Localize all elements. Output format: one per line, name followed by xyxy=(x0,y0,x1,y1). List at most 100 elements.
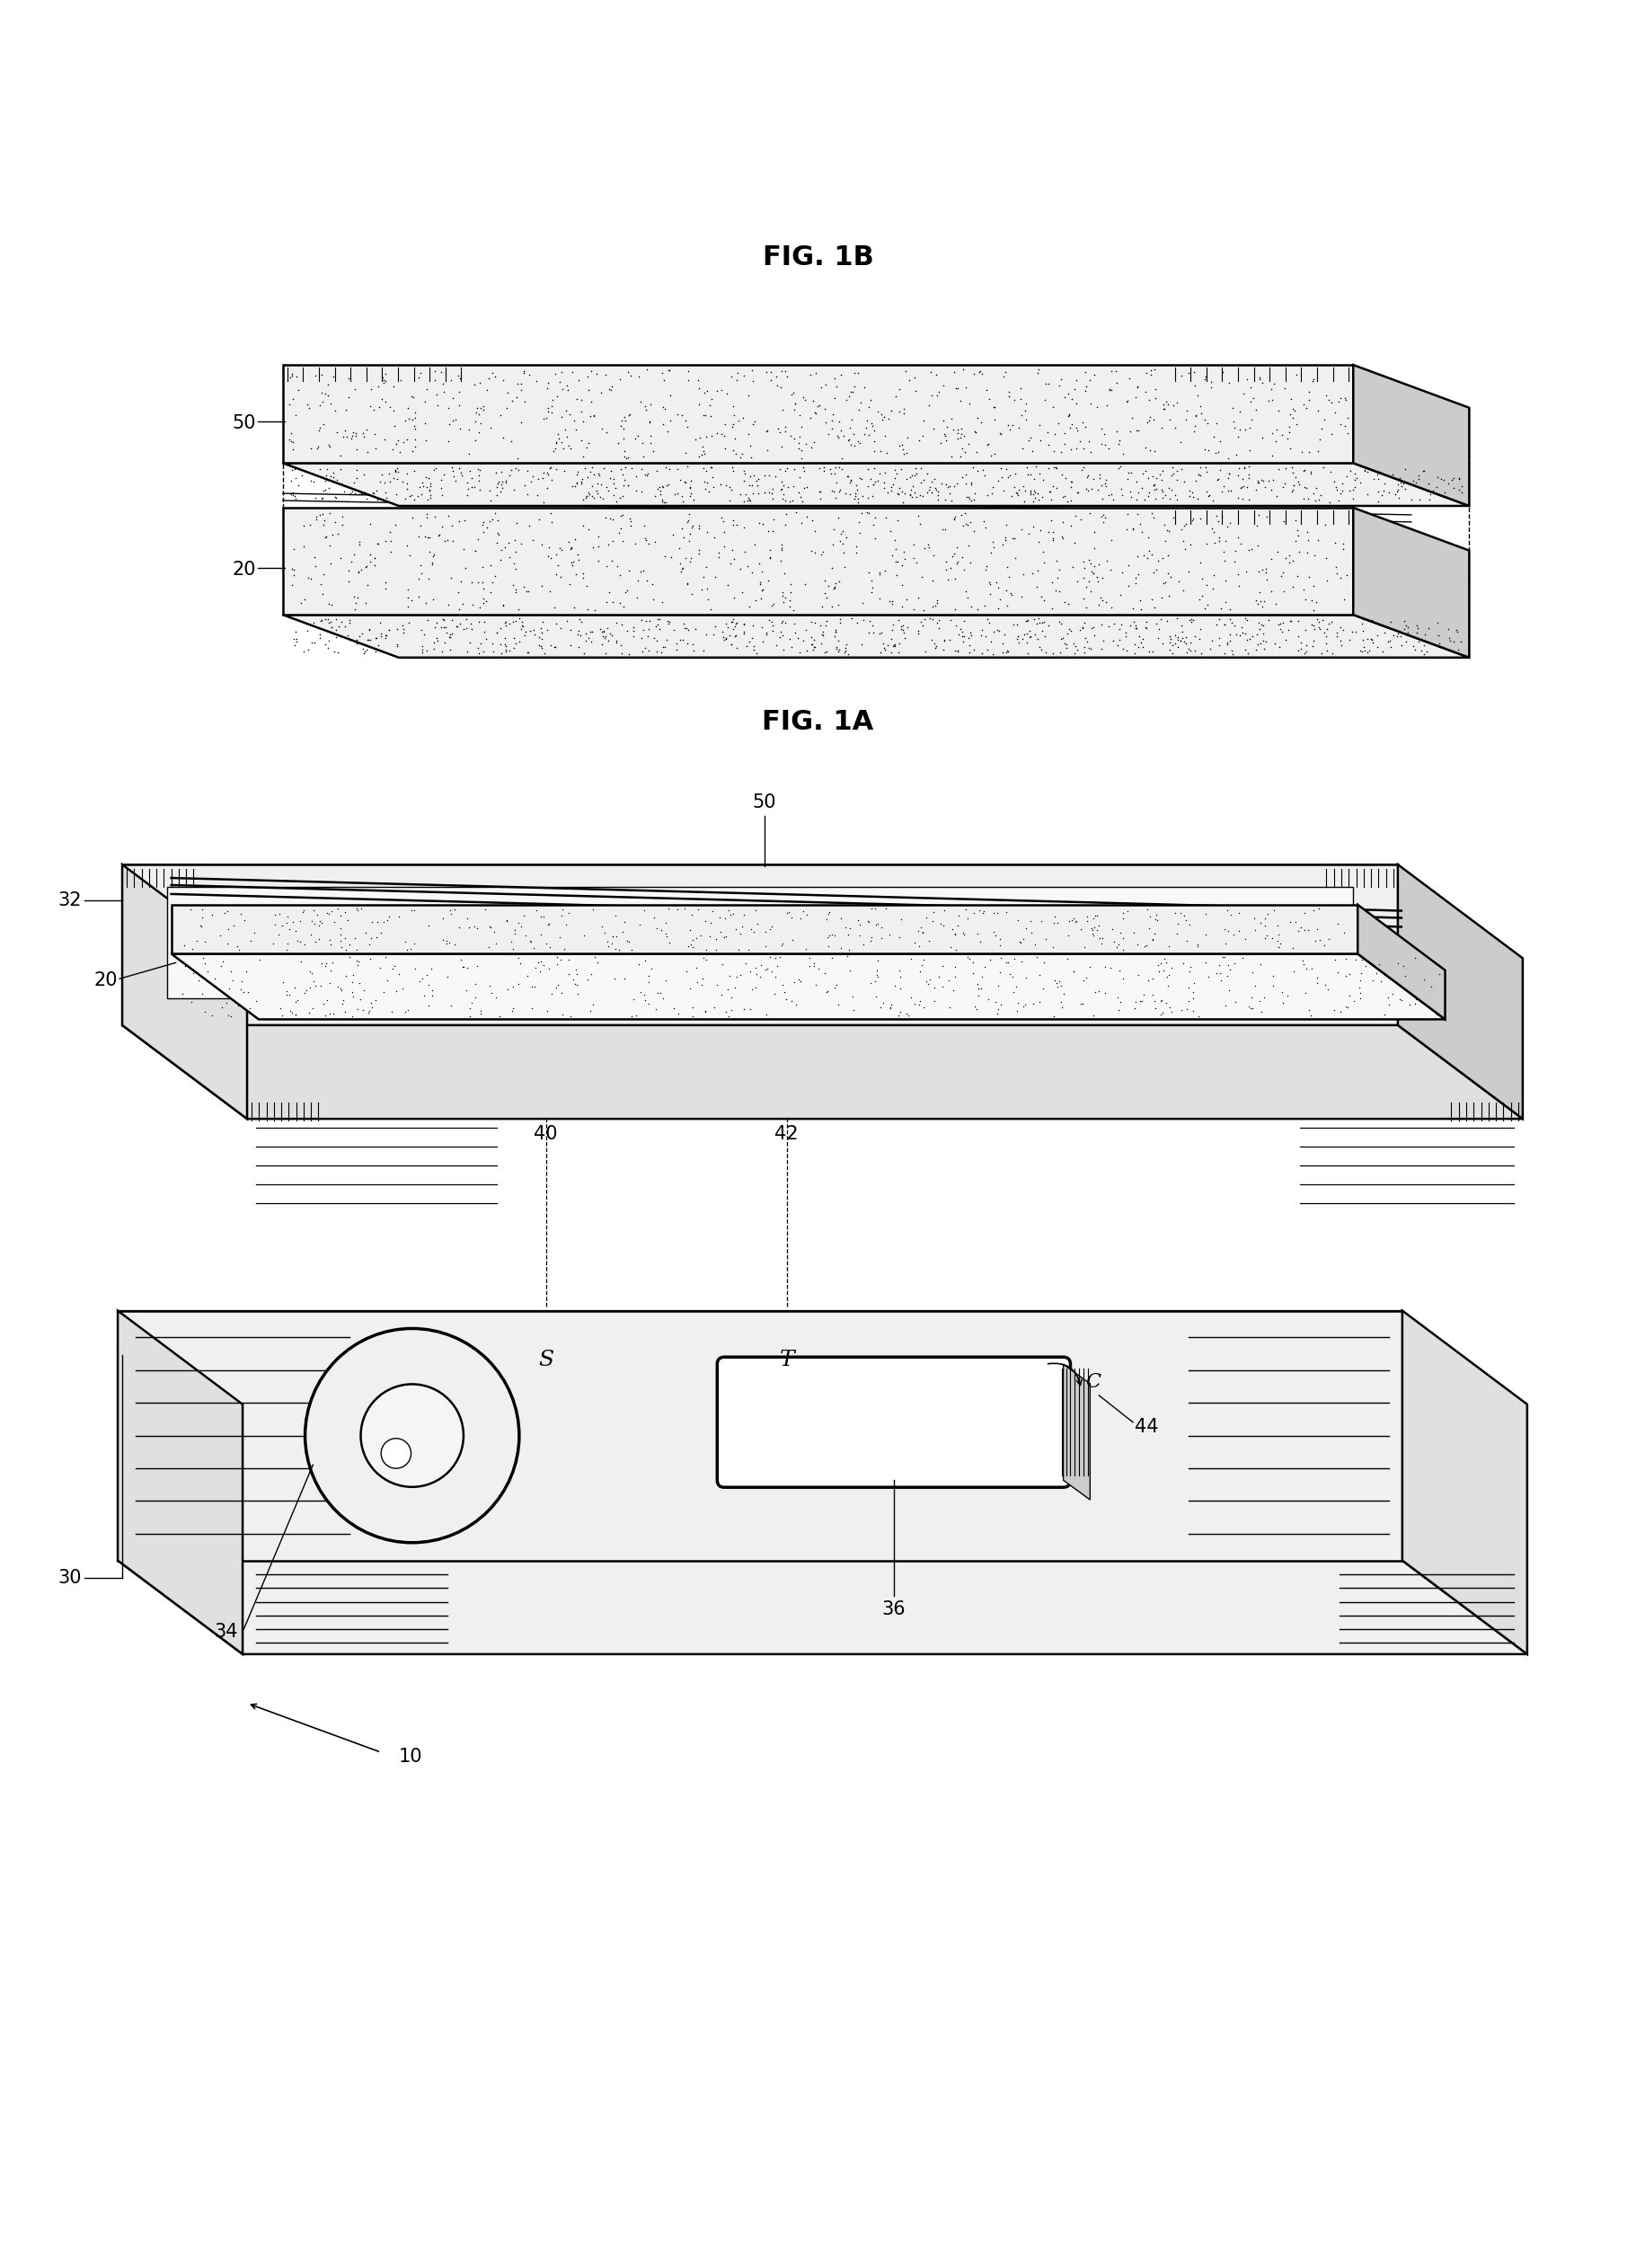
Point xyxy=(396,538,422,574)
Point xyxy=(993,451,1019,488)
Point xyxy=(188,907,214,943)
Point xyxy=(581,891,607,928)
Point xyxy=(435,390,461,426)
Point xyxy=(316,426,342,463)
Point xyxy=(1106,422,1132,458)
Point xyxy=(964,914,990,950)
Point xyxy=(870,626,897,662)
Point xyxy=(1216,456,1242,492)
Point xyxy=(910,941,936,978)
Point xyxy=(972,587,998,624)
Point xyxy=(510,898,537,934)
Point xyxy=(1343,941,1369,978)
Point xyxy=(1188,610,1214,646)
Point xyxy=(926,601,952,637)
Point xyxy=(407,547,434,583)
Point xyxy=(1098,522,1124,558)
Point xyxy=(1324,615,1350,651)
Point xyxy=(1024,939,1050,975)
Point xyxy=(669,479,695,515)
Point xyxy=(471,891,497,928)
Point xyxy=(811,449,838,485)
Point xyxy=(805,950,831,987)
Point xyxy=(600,476,627,513)
Point xyxy=(1135,474,1162,510)
Text: 20: 20 xyxy=(232,560,255,578)
Point xyxy=(645,472,671,508)
Point xyxy=(1382,476,1409,513)
Point xyxy=(383,476,409,513)
Point xyxy=(924,481,951,517)
Point xyxy=(1126,556,1152,592)
Point xyxy=(1342,460,1368,497)
Point xyxy=(442,463,468,499)
Point xyxy=(635,456,661,492)
Point xyxy=(983,565,1009,601)
Point xyxy=(1047,635,1073,671)
Point xyxy=(501,991,527,1027)
Point xyxy=(746,503,772,540)
Point xyxy=(1315,606,1342,642)
Point xyxy=(780,964,807,1000)
Point xyxy=(919,903,946,939)
Point xyxy=(465,948,491,984)
Point xyxy=(353,433,380,469)
Point xyxy=(1155,538,1181,574)
Point xyxy=(283,615,309,651)
Point xyxy=(558,431,584,467)
Point xyxy=(440,524,466,560)
Point xyxy=(1328,472,1355,508)
Point xyxy=(1405,624,1432,660)
Point xyxy=(607,556,633,592)
Point xyxy=(1018,472,1044,508)
Point xyxy=(753,914,779,950)
Point xyxy=(448,941,474,978)
Point xyxy=(1301,612,1327,649)
Point xyxy=(1104,930,1130,966)
Point xyxy=(460,585,486,621)
Point xyxy=(643,909,669,946)
Point xyxy=(1068,912,1094,948)
Point xyxy=(1353,948,1379,984)
Point xyxy=(905,497,931,533)
Point xyxy=(1296,381,1322,417)
Point xyxy=(1075,458,1101,494)
Point xyxy=(537,449,563,485)
Point xyxy=(910,914,936,950)
Point xyxy=(412,458,438,494)
Point xyxy=(404,479,430,515)
Point xyxy=(908,465,934,501)
Point xyxy=(183,923,209,959)
Point xyxy=(506,905,532,941)
Point xyxy=(888,900,915,937)
Point xyxy=(1253,499,1279,535)
Point xyxy=(1342,469,1368,506)
Point xyxy=(919,562,946,599)
Point xyxy=(969,404,995,440)
Point xyxy=(1212,522,1238,558)
Point xyxy=(335,903,362,939)
Point xyxy=(1265,533,1291,569)
Point xyxy=(1379,456,1405,492)
Point xyxy=(386,422,412,458)
Point xyxy=(340,465,366,501)
Point xyxy=(1044,449,1070,485)
Point xyxy=(1176,601,1202,637)
Point xyxy=(1284,356,1310,392)
Point xyxy=(1072,635,1098,671)
Point xyxy=(1050,519,1076,556)
Point xyxy=(1096,476,1122,513)
Point xyxy=(769,606,795,642)
Point xyxy=(818,590,844,626)
Point xyxy=(542,590,568,626)
Point xyxy=(1314,971,1340,1007)
Point xyxy=(301,463,327,499)
Point xyxy=(340,413,366,449)
Point xyxy=(452,503,478,540)
Point xyxy=(1427,957,1453,993)
Point xyxy=(908,476,934,513)
Point xyxy=(563,522,589,558)
Point xyxy=(828,515,854,551)
Point xyxy=(726,551,753,587)
Point xyxy=(548,424,574,460)
